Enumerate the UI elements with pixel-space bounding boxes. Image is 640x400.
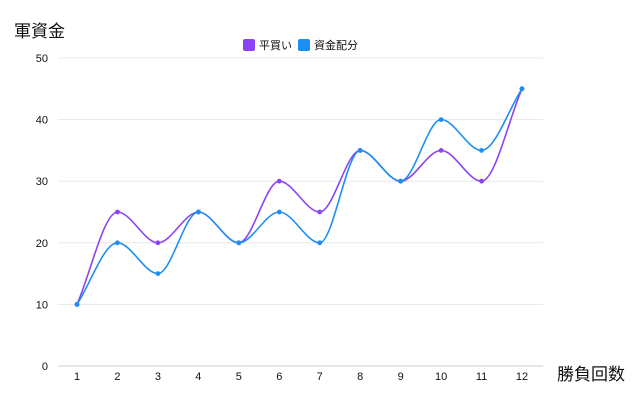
y-tick-label: 30 xyxy=(36,176,48,188)
x-tick-label: 5 xyxy=(236,371,242,383)
series-lines xyxy=(76,88,523,305)
legend-label-shikin-haibun: 資金配分 xyxy=(314,38,358,52)
y-axis-tick-labels: 0 10 20 30 40 50 xyxy=(36,53,48,373)
x-tick-label: 4 xyxy=(195,371,201,383)
data-point-series-1[interactable] xyxy=(479,148,484,153)
legend-swatch-shikin-haibun xyxy=(298,39,310,51)
grid-lines xyxy=(58,57,543,367)
x-axis-title: 勝負回数 xyxy=(557,365,625,385)
data-point-series-1[interactable] xyxy=(74,302,80,307)
data-point-series-1[interactable] xyxy=(195,209,201,215)
data-point-series-0[interactable] xyxy=(276,178,282,184)
data-point-series-0[interactable] xyxy=(155,240,161,246)
y-tick-label: 20 xyxy=(36,238,48,250)
data-point-series-1[interactable] xyxy=(438,117,444,122)
legend-label-heigai: 平買い xyxy=(259,39,292,52)
y-axis-title: 軍資金 xyxy=(14,22,65,42)
legend-item-heigai[interactable]: 平買い xyxy=(243,39,292,52)
series-points xyxy=(74,86,525,307)
y-tick-label: 50 xyxy=(36,53,48,65)
x-tick-label: 9 xyxy=(398,371,404,383)
x-tick-label: 2 xyxy=(114,371,120,383)
x-tick-label: 8 xyxy=(357,371,363,383)
series-line-0 xyxy=(76,88,523,305)
data-point-series-0[interactable] xyxy=(438,148,444,153)
series-line-1 xyxy=(76,88,523,305)
data-point-series-0[interactable] xyxy=(479,178,484,184)
x-tick-label: 12 xyxy=(516,371,528,383)
data-point-series-1[interactable] xyxy=(357,148,363,153)
data-point-series-1[interactable] xyxy=(155,271,161,276)
legend-item-shikin-haibun[interactable]: 資金配分 xyxy=(298,38,358,52)
x-tick-label: 7 xyxy=(317,371,323,383)
data-point-series-0[interactable] xyxy=(317,209,323,215)
x-tick-label: 6 xyxy=(276,371,282,383)
legend-swatch-heigai xyxy=(243,39,255,51)
x-tick-label: 1 xyxy=(74,371,80,383)
data-point-series-1[interactable] xyxy=(115,240,120,246)
data-point-series-1[interactable] xyxy=(398,178,404,184)
data-point-series-1[interactable] xyxy=(317,240,323,246)
x-tick-label: 11 xyxy=(476,371,487,383)
x-tick-label: 10 xyxy=(435,371,447,383)
data-point-series-1[interactable] xyxy=(276,209,282,215)
data-point-series-1[interactable] xyxy=(236,240,242,246)
data-point-series-0[interactable] xyxy=(115,209,120,215)
x-axis-tick-labels: 1 2 3 4 5 6 7 8 9 10 11 12 xyxy=(74,371,528,383)
y-tick-label: 10 xyxy=(36,299,48,311)
data-point-series-1[interactable] xyxy=(519,86,525,92)
y-tick-label: 40 xyxy=(36,115,48,127)
legend: 平買い 資金配分 xyxy=(243,38,358,52)
x-tick-label: 3 xyxy=(155,371,161,383)
y-tick-label: 0 xyxy=(42,361,48,373)
